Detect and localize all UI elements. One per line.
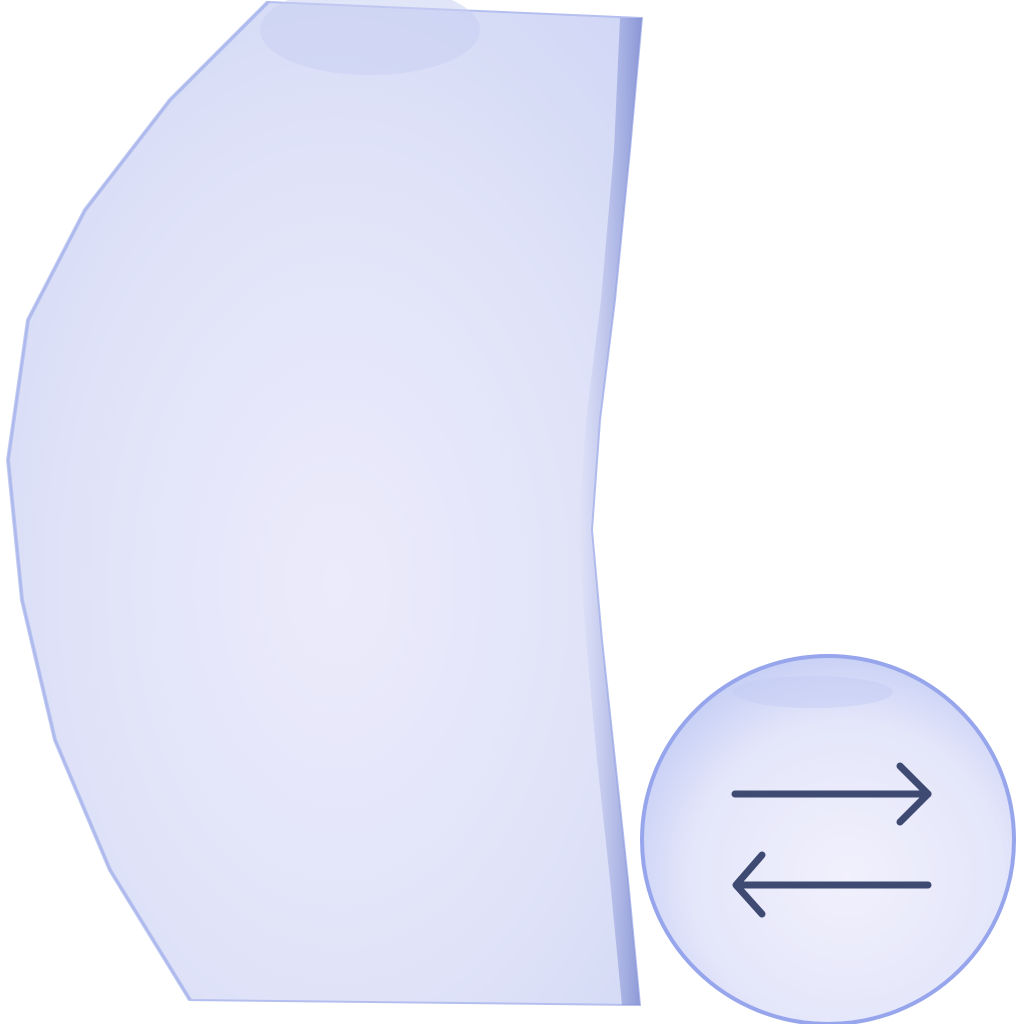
swap-button[interactable] [638,652,1018,1024]
panel-top-shade [260,0,480,75]
arrow-right-icon [731,762,932,826]
panel-right-edge-shadow [578,18,642,1005]
arrow-left-icon [732,851,932,918]
swap-arrows-icon [640,654,1016,1024]
panel-left-edge [5,0,270,1002]
